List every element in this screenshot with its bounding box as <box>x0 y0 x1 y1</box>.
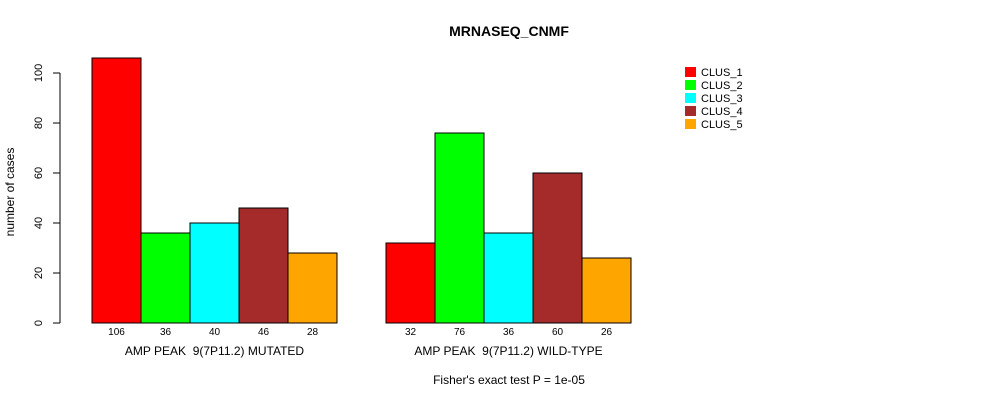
bars <box>91 57 632 324</box>
y-tick-label: 40 <box>33 217 45 229</box>
legend-swatch-clus-2 <box>685 80 696 90</box>
bar-value-label: 36 <box>503 327 515 338</box>
legend-swatch-clus-5 <box>685 119 696 129</box>
y-tick-label: 0 <box>33 320 45 326</box>
legend-label: CLUS_2 <box>701 80 743 92</box>
chart-title: MRNASEQ_CNMF <box>449 23 569 39</box>
bar-clus-2-group-1 <box>140 232 191 324</box>
y-tick-label: 60 <box>33 167 45 179</box>
bar-value-labels: 106 36 40 46 28 32 76 36 60 26 <box>108 327 612 338</box>
bar-clus-1-group-2 <box>385 242 436 324</box>
bar-clus-3-group-2 <box>483 232 534 324</box>
bar-clus-4-group-2 <box>532 172 583 324</box>
bar-value-label: 60 <box>552 327 564 338</box>
legend-label: CLUS_1 <box>701 67 743 79</box>
group-labels: AMP PEAK 9(7P11.2) MUTATED AMP PEAK 9(7P1… <box>125 344 603 358</box>
legend-swatch-clus-4 <box>685 106 696 116</box>
y-tick-label: 80 <box>33 117 45 129</box>
legend-swatch-clus-3 <box>685 93 696 103</box>
legend-label: CLUS_5 <box>701 119 743 131</box>
bar-clus-4-group-1 <box>238 207 289 324</box>
y-axis: 0 20 40 60 80 100 <box>33 64 61 326</box>
bar-value-label: 76 <box>454 327 466 338</box>
legend-label: CLUS_4 <box>701 106 743 118</box>
fisher-test-footnote: Fisher's exact test P = 1e-05 <box>433 373 585 387</box>
bar-value-label: 36 <box>160 327 172 338</box>
bar-clus-3-group-1 <box>189 222 240 324</box>
bar-value-label: 46 <box>258 327 270 338</box>
bar-clus-1-group-1 <box>91 57 142 324</box>
bar-value-label: 32 <box>405 327 417 338</box>
bar-clus-5-group-1 <box>287 252 338 324</box>
bar-value-label: 40 <box>209 327 221 338</box>
y-axis-label: number of cases <box>3 148 17 237</box>
bar-clus-5-group-2 <box>581 257 632 324</box>
bar-value-label: 28 <box>307 327 319 338</box>
bar-clus-2-group-2 <box>434 132 485 324</box>
group-label-2: AMP PEAK 9(7P11.2) WILD-TYPE <box>414 344 602 358</box>
group-label-1: AMP PEAK 9(7P11.2) MUTATED <box>125 344 304 358</box>
bar-value-label: 26 <box>601 327 613 338</box>
bar-value-label: 106 <box>108 327 125 338</box>
legend-label: CLUS_3 <box>701 93 743 105</box>
y-tick-label: 100 <box>33 64 45 82</box>
legend-swatch-clus-1 <box>685 67 696 77</box>
y-tick-label: 20 <box>33 267 45 279</box>
